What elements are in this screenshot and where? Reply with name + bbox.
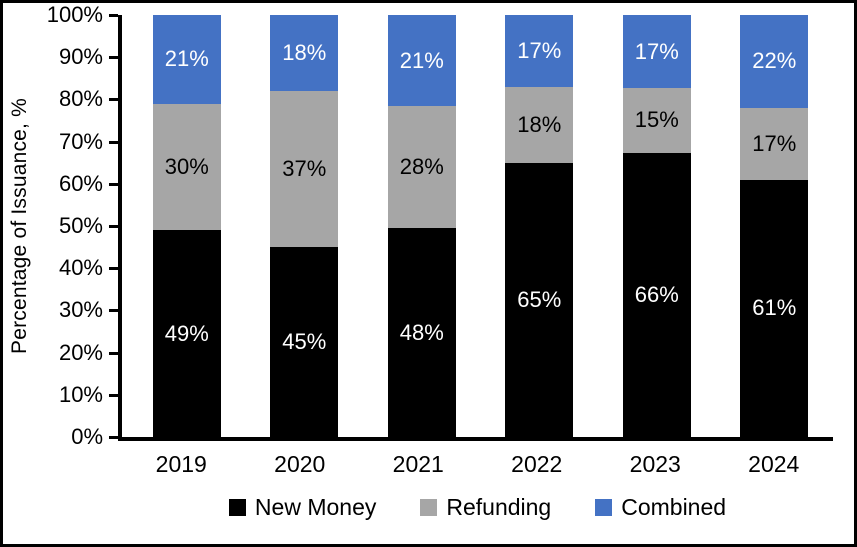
bar-column-2024: 22% 17% 61% [716,15,834,437]
bar-2023: 17% 15% 66% [622,15,691,437]
bar-segment-2024-combined: 22% [740,15,809,108]
y-tick-mark [109,309,118,313]
bar-column-2022: 17% 18% 65% [481,15,599,437]
bar-2021: 21% 28% 48% [387,15,456,437]
legend-swatch-combined [595,499,613,516]
bar-segment-label: 65% [517,286,562,312]
bar-column-2023: 17% 15% 66% [598,15,716,437]
bar-segment-label: 37% [282,156,327,182]
bar-2019: 21% 30% 49% [152,15,221,437]
y-tick-label: 10% [58,381,103,407]
bar-2020: 18% 37% 45% [270,15,339,437]
y-tick-label: 90% [58,44,103,70]
bar-segment-label: 48% [399,319,444,345]
y-tick-mark [109,393,118,397]
y-tick-label: 0% [71,424,103,449]
y-tick-mark [109,140,118,144]
legend-label: Refunding [446,494,552,520]
bar-segment-2024-refunding: 17% [740,107,809,180]
y-tick-mark [109,225,118,228]
bar-column-2019: 21% 30% 49% [128,15,246,437]
bar-segment-label: 18% [517,111,562,137]
bar-segment-2023-refunding: 15% [622,88,691,153]
y-tick-mark [109,56,118,60]
x-axis-labels: 2019 2020 2021 2022 2023 2024 [122,451,833,478]
bar-segment-2019-new-money: 49% [152,230,221,437]
y-tick-label: 40% [58,255,103,281]
bar-segment-2020-new-money: 45% [270,247,339,437]
legend-swatch-refunding [420,499,438,516]
y-tick-label: 100% [46,2,103,27]
y-tick-mark [109,436,118,439]
y-tick-label: 30% [58,297,103,323]
x-axis-label-2022: 2022 [511,451,563,477]
x-axis-label-2023: 2023 [629,451,681,477]
bar-segment-label: 21% [164,46,209,72]
bar-column-2020: 18% 37% 45% [246,15,364,437]
legend: New Money Refunding Combined [122,494,833,521]
bar-segment-2021-combined: 21% [387,15,456,107]
x-axis-label-2020: 2020 [274,451,326,477]
bar-segment-2019-combined: 21% [152,15,221,104]
bar-2024: 22% 17% 61% [740,15,809,437]
bar-segment-label: 28% [399,154,444,180]
legend-label: New Money [254,494,377,520]
bar-segment-2022-new-money: 65% [505,162,574,437]
bar-column-2021: 21% 28% 48% [363,15,481,437]
y-axis: 100% 90% 80% 70% 60% 50% 40% 30% 20% 10% 0% [3,4,118,448]
bar-segment-label: 30% [164,153,209,179]
bar-segment-2022-combined: 17% [505,15,574,87]
bar-segment-2019-refunding: 30% [152,103,221,231]
bar-segment-label: 49% [164,320,209,346]
bar-segment-label: 17% [634,38,679,64]
y-tick-mark [109,267,118,271]
y-tick-label: 80% [58,86,103,112]
bar-segment-2021-new-money: 48% [387,228,456,437]
bar-2022: 17% 18% 65% [505,15,574,437]
legend-label: Combined [621,494,727,520]
legend-item-new-money: New Money [228,494,377,521]
bars-container: 21% 30% 49% 18% 37% 45% 21% 28% 48% 17% 18% 65% 17% 1… [122,15,833,437]
y-tick-label: 60% [58,170,103,196]
plot-area: 21% 30% 49% 18% 37% 45% 21% 28% 48% 17% 18% 65% 17% 1… [118,15,833,441]
bar-segment-2020-combined: 18% [270,15,339,91]
bar-segment-2021-refunding: 28% [387,106,456,229]
bar-segment-2020-refunding: 37% [270,90,339,248]
y-tick-label: 20% [58,339,103,365]
y-tick-mark [109,182,118,186]
bar-segment-label: 22% [752,48,797,74]
y-tick-label: 50% [58,213,103,238]
y-tick-label: 70% [58,128,103,154]
y-tick-mark [109,98,118,102]
x-axis-label-2021: 2021 [392,451,444,477]
legend-item-combined: Combined [595,494,726,521]
bar-segment-label: 15% [634,107,679,133]
y-tick-mark [109,351,118,355]
bar-segment-label: 61% [752,295,797,321]
bar-segment-2023-new-money: 66% [622,152,691,437]
bar-segment-label: 66% [634,281,679,307]
bar-segment-label: 17% [517,37,562,63]
x-axis-label-2024: 2024 [748,451,800,477]
bar-segment-label: 17% [752,130,797,156]
bar-segment-label: 21% [399,47,444,73]
bar-segment-2024-new-money: 61% [740,179,809,437]
legend-swatch-new-money [228,499,246,516]
legend-item-refunding: Refunding [420,494,551,521]
bar-segment-label: 45% [282,329,327,355]
bar-segment-2023-combined: 17% [622,15,691,89]
y-tick-mark [109,14,118,17]
bar-segment-2022-refunding: 18% [505,86,574,163]
bar-segment-label: 18% [282,39,327,65]
x-axis-label-2019: 2019 [155,451,207,477]
